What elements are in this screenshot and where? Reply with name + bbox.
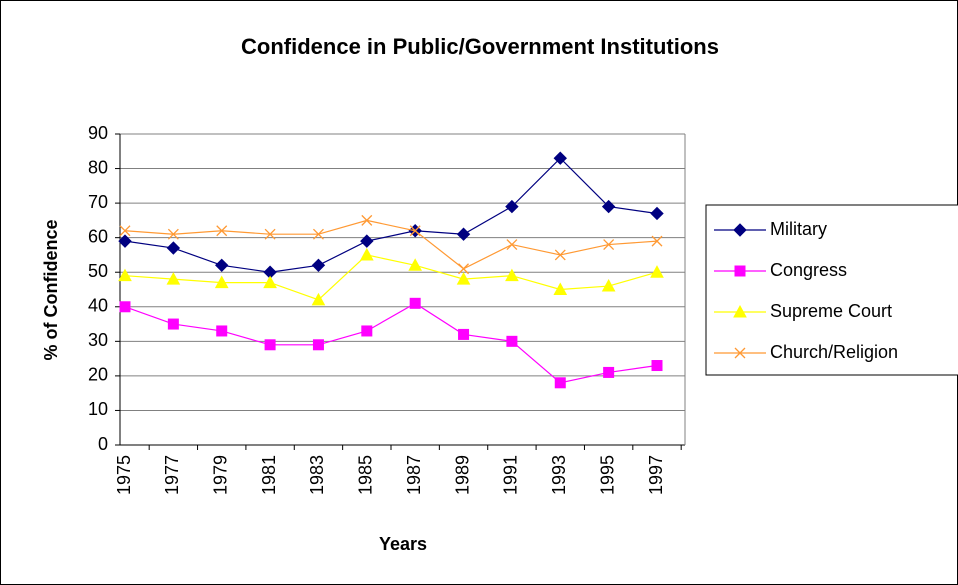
- marker: [601, 199, 616, 214]
- marker: [603, 366, 615, 378]
- y-tick-label: 80: [88, 157, 108, 177]
- legend-marker: [733, 304, 747, 318]
- legend-label: Supreme Court: [770, 301, 892, 321]
- y-tick-label: 40: [88, 296, 108, 316]
- legend-label: Military: [770, 219, 827, 239]
- x-tick-label: 1997: [646, 455, 666, 495]
- series-line: [124, 219, 658, 270]
- x-tick-label: 1975: [114, 455, 134, 495]
- y-tick-label: 60: [88, 226, 108, 246]
- marker: [409, 225, 421, 237]
- marker: [167, 228, 179, 240]
- legend: [705, 204, 958, 376]
- marker: [650, 206, 664, 221]
- marker: [603, 239, 615, 251]
- x-tick-label: 1989: [452, 455, 472, 495]
- x-tick-label: 1987: [404, 455, 424, 495]
- marker: [264, 339, 276, 351]
- marker: [361, 214, 373, 226]
- x-tick-label: 1985: [356, 455, 376, 495]
- marker: [119, 225, 131, 237]
- marker: [216, 225, 228, 237]
- x-tick-label: 1977: [162, 455, 182, 495]
- series-line: [124, 157, 658, 273]
- marker: [216, 325, 228, 337]
- marker: [458, 263, 470, 275]
- x-tick-label: 1983: [307, 455, 327, 495]
- marker: [553, 282, 568, 295]
- marker: [553, 151, 567, 165]
- marker: [167, 318, 179, 330]
- marker: [263, 275, 277, 289]
- y-tick-label: 30: [88, 330, 108, 350]
- y-tick-label: 50: [88, 261, 108, 281]
- marker: [506, 239, 518, 251]
- x-tick-label: 1981: [259, 455, 279, 495]
- marker: [601, 278, 616, 292]
- x-tick-label: 1993: [549, 455, 569, 495]
- marker: [456, 272, 471, 285]
- series-line: [124, 302, 658, 384]
- marker: [458, 328, 470, 340]
- marker: [312, 339, 324, 351]
- marker: [214, 275, 229, 289]
- marker: [264, 228, 276, 240]
- legend-label: Church/Religion: [770, 342, 898, 362]
- marker: [456, 227, 471, 241]
- marker: [505, 199, 519, 214]
- series-line: [124, 254, 658, 301]
- legend-label: Congress: [770, 260, 847, 280]
- chart-title: Confidence in Public/Government Institut…: [241, 34, 719, 59]
- legend-marker: [733, 223, 747, 237]
- marker: [360, 234, 374, 248]
- marker: [311, 292, 326, 306]
- x-axis-label: Years: [379, 534, 427, 554]
- marker: [118, 234, 132, 248]
- y-tick-label: 0: [98, 434, 108, 454]
- marker: [408, 258, 423, 271]
- y-tick-label: 20: [88, 365, 108, 385]
- marker: [119, 301, 131, 313]
- marker: [359, 247, 374, 261]
- marker: [651, 235, 663, 247]
- marker: [118, 268, 132, 282]
- x-tick-label: 1995: [597, 455, 617, 495]
- marker: [651, 360, 663, 372]
- y-tick-label: 90: [88, 123, 108, 143]
- marker: [166, 241, 181, 255]
- y-axis-label: % of Confidence: [41, 219, 61, 360]
- marker: [166, 272, 181, 285]
- marker: [361, 325, 373, 337]
- marker: [311, 258, 326, 273]
- marker: [650, 265, 664, 278]
- marker: [554, 249, 566, 261]
- marker: [215, 258, 229, 273]
- legend-marker: [734, 265, 746, 277]
- marker: [505, 268, 519, 282]
- legend-marker: [734, 347, 746, 359]
- y-tick-label: 70: [88, 192, 108, 212]
- x-tick-label: 1979: [210, 455, 230, 495]
- marker: [409, 297, 421, 309]
- x-tick-label: 1991: [501, 455, 521, 495]
- y-tick-label: 10: [88, 399, 108, 419]
- marker: [312, 228, 324, 240]
- marker: [506, 335, 518, 347]
- marker: [554, 377, 566, 389]
